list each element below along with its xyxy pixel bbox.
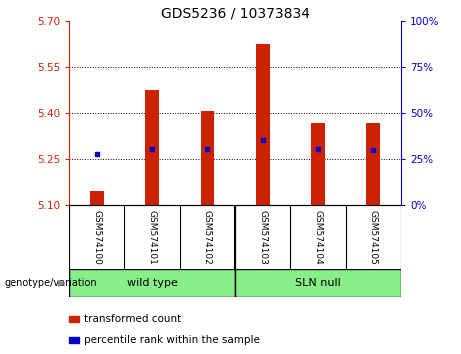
Text: ▶: ▶ <box>58 278 65 288</box>
Text: GSM574103: GSM574103 <box>258 210 267 265</box>
Bar <box>69 269 235 297</box>
Text: GSM574104: GSM574104 <box>313 210 323 265</box>
Text: wild type: wild type <box>127 278 177 288</box>
Bar <box>201 111 214 205</box>
Text: percentile rank within the sample: percentile rank within the sample <box>84 335 260 345</box>
Bar <box>256 44 270 205</box>
Bar <box>145 90 159 205</box>
Text: transformed count: transformed count <box>84 314 181 324</box>
Text: GSM574102: GSM574102 <box>203 210 212 265</box>
Text: genotype/variation: genotype/variation <box>5 278 97 288</box>
Bar <box>311 123 325 205</box>
Bar <box>366 123 380 205</box>
Bar <box>235 269 401 297</box>
Text: GSM574105: GSM574105 <box>369 210 378 265</box>
Bar <box>90 190 104 205</box>
Text: GSM574100: GSM574100 <box>92 210 101 265</box>
Text: SLN null: SLN null <box>295 278 341 288</box>
Title: GDS5236 / 10373834: GDS5236 / 10373834 <box>160 6 310 20</box>
Text: GSM574101: GSM574101 <box>148 210 157 265</box>
